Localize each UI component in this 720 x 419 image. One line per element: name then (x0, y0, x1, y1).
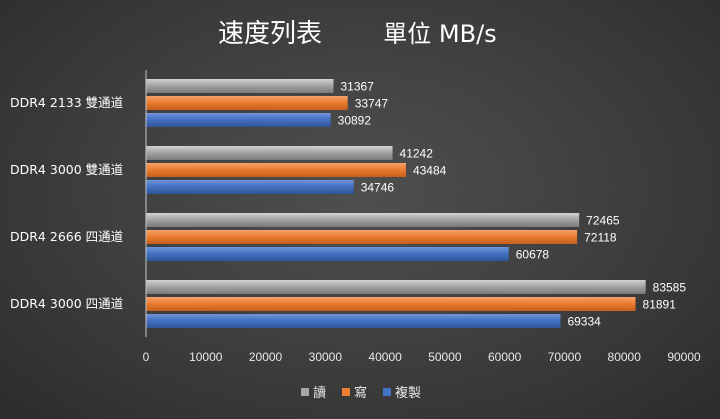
x-tick-label-5: 50000 (428, 350, 462, 364)
plot-area: 31367 33747 30892 DDR4 2133 雙通道 41242 43484 34… (10, 70, 701, 364)
legend-label-1: 寫 (354, 385, 367, 401)
chart-subtitle: 單位 MB/s (383, 20, 496, 48)
legend-swatch-0 (301, 388, 309, 396)
legend-label-2: 複製 (395, 385, 421, 401)
data-label-1-1: 43484 (413, 164, 447, 178)
category-label-3: DDR4 3000 四通道 (10, 296, 124, 311)
x-tick-label-8: 80000 (608, 350, 642, 364)
category-label-1: DDR4 3000 雙通道 (10, 162, 124, 177)
legend-swatch-1 (342, 388, 350, 396)
data-label-1-3: 81891 (643, 298, 677, 312)
bar-0-2 (146, 213, 580, 227)
data-label-2-3: 69334 (567, 315, 601, 329)
category-label-0: DDR4 2133 雙通道 (10, 95, 124, 110)
x-tick-label-4: 40000 (368, 350, 402, 364)
x-tick-label-6: 60000 (488, 350, 522, 364)
x-tick-label-1: 10000 (189, 350, 223, 364)
data-label-2-0: 30892 (338, 114, 372, 128)
bar-1-3 (146, 297, 636, 311)
bar-1-1 (146, 163, 406, 177)
bar-2-3 (146, 314, 561, 328)
data-label-1-2: 72118 (584, 231, 617, 245)
bar-0-1 (146, 146, 393, 160)
x-tick-label-2: 20000 (249, 350, 283, 364)
bar-2-0 (146, 113, 331, 127)
data-label-2-2: 60678 (516, 248, 550, 262)
x-tick-label-0: 0 (143, 350, 150, 364)
chart-title: 速度列表 (218, 19, 322, 49)
legend-swatch-2 (383, 388, 391, 396)
x-tick-label-3: 30000 (309, 350, 343, 364)
data-label-0-0: 31367 (341, 80, 375, 94)
bar-2-1 (146, 180, 354, 194)
data-label-0-2: 72465 (586, 214, 620, 228)
bar-2-2 (146, 247, 509, 261)
data-label-0-3: 83585 (653, 281, 687, 295)
data-label-2-1: 34746 (361, 181, 395, 195)
bar-0-0 (146, 79, 334, 93)
x-tick-label-7: 70000 (548, 350, 582, 364)
data-label-1-0: 33747 (355, 97, 389, 111)
legend-label-0: 讀 (313, 386, 326, 401)
x-tick-label-9: 90000 (667, 350, 701, 364)
data-label-0-1: 41242 (400, 147, 434, 161)
bar-0-3 (146, 280, 646, 294)
bar-1-0 (146, 96, 348, 110)
category-label-2: DDR4 2666 四通道 (10, 229, 124, 244)
bar-1-2 (146, 230, 578, 244)
legend: 讀 寫 複製 (301, 385, 421, 401)
